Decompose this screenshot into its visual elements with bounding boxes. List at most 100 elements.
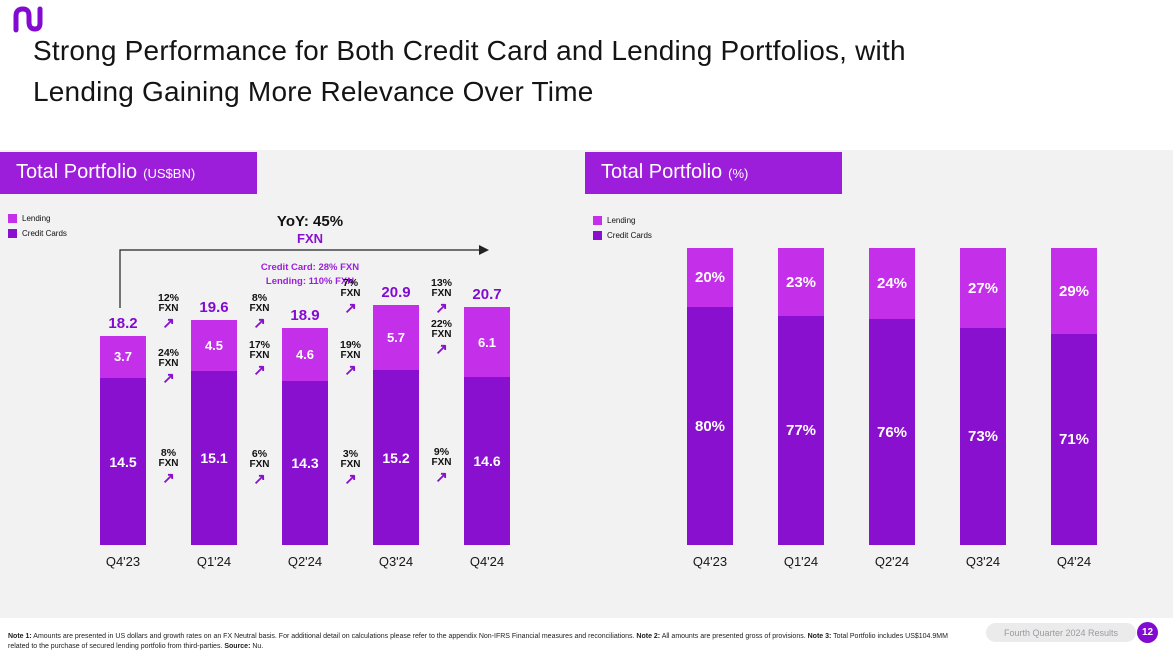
usbbn-stacked-bar-chart: YoY: 45% FXN Credit Card: 28% FXN Lendin… bbox=[75, 205, 555, 595]
nu-logo bbox=[12, 5, 44, 33]
left-legend: Lending Credit Cards bbox=[8, 214, 67, 244]
growth-arrow-icon: ↗ bbox=[253, 314, 266, 332]
yoy-fxn-label: FXN bbox=[297, 231, 323, 246]
fxn-label: FXN bbox=[431, 329, 452, 341]
lending-segment: 3.7 bbox=[100, 335, 146, 379]
growth-arrow-icon: ↗ bbox=[162, 314, 175, 332]
yoy-breakdown-credit-card: Credit Card: 28% FXN bbox=[260, 262, 360, 273]
credit-cards-segment: 14.6 bbox=[464, 377, 510, 545]
credit-cards-swatch bbox=[8, 229, 17, 238]
percent-stacked-bar-chart: 80% 20% Q4'23 77% 23% Q1'24 76% 24% Q2'24 73% 27% Q… bbox=[660, 240, 1140, 575]
growth-value: 17% bbox=[248, 338, 270, 351]
category-label: Q1'24 bbox=[783, 554, 819, 569]
left-panel-title-unit: (US$BN) bbox=[143, 166, 196, 181]
credit-cards-segment: 76% bbox=[869, 319, 915, 545]
total-growth-annotation: 7% FXN ↗ bbox=[327, 276, 375, 317]
lending-swatch bbox=[8, 214, 17, 223]
credit-cards-segment: 14.5 bbox=[100, 378, 146, 545]
left-panel-title-text: Total Portfolio bbox=[16, 161, 138, 183]
lending-growth-annotation: 24% FXN ↗ bbox=[145, 347, 193, 387]
growth-value: 9% bbox=[433, 446, 450, 459]
fxn-label: FXN bbox=[431, 287, 452, 299]
credit-cards-segment: 80% bbox=[687, 307, 733, 545]
note-label: Note 1: bbox=[8, 633, 32, 640]
legend-item-credit-cards: Credit Cards bbox=[593, 231, 652, 240]
page-number-badge: 12 bbox=[1137, 622, 1158, 643]
note-text: Total Portfolio includes US$104.9MM rela… bbox=[8, 633, 948, 650]
total-value-label: 20.7 bbox=[472, 285, 502, 303]
category-label: Q2'24 bbox=[874, 554, 910, 569]
credit-cards-segment: 14.3 bbox=[282, 380, 328, 545]
note-label: Note 3: bbox=[807, 633, 832, 640]
growth-value: 12% bbox=[157, 291, 179, 304]
credit-cards-growth-annotation: 6% FXN ↗ bbox=[236, 448, 284, 487]
lending-segment: 20% bbox=[687, 248, 733, 308]
growth-arrow-icon: ↗ bbox=[344, 361, 357, 379]
credit-cards-segment: 15.2 bbox=[373, 370, 419, 545]
growth-value: 8% bbox=[160, 446, 177, 459]
fxn-label: FXN bbox=[249, 302, 270, 314]
legend-item-lending: Lending bbox=[8, 214, 67, 223]
note-text: Nu. bbox=[250, 642, 264, 650]
growth-value: 3% bbox=[342, 447, 359, 460]
category-label: Q2'24 bbox=[287, 554, 323, 569]
slide-title-line-1: Strong Performance for Both Credit Card … bbox=[33, 35, 906, 66]
fxn-label: FXN bbox=[340, 459, 361, 471]
growth-arrow-icon: ↗ bbox=[162, 369, 175, 387]
note-text: All amounts are presented gross of provi… bbox=[660, 633, 808, 640]
growth-value: 7% bbox=[342, 276, 359, 289]
lending-growth-annotation: 17% FXN ↗ bbox=[236, 338, 284, 379]
growth-value: 19% bbox=[339, 338, 361, 351]
fxn-label: FXN bbox=[340, 349, 361, 361]
note-label: Source: bbox=[224, 642, 251, 650]
lending-segment: 6.1 bbox=[464, 306, 510, 378]
category-label: Q3'24 bbox=[378, 554, 414, 569]
lending-segment: 5.7 bbox=[373, 304, 419, 371]
yoy-breakdown: Credit Card: 28% FXN Lending: 110% FXN bbox=[210, 261, 410, 289]
credit-cards-segment: 71% bbox=[1051, 334, 1097, 545]
total-value-label: 18.2 bbox=[108, 314, 138, 332]
lending-segment: 23% bbox=[778, 248, 824, 317]
growth-arrow-icon: ↗ bbox=[253, 361, 266, 379]
total-growth-annotation: 8% FXN ↗ bbox=[236, 292, 284, 332]
total-value-label: 19.6 bbox=[199, 298, 229, 316]
lending-swatch bbox=[593, 216, 602, 225]
credit-cards-growth-annotation: 8% FXN ↗ bbox=[145, 446, 193, 486]
nu-logo-icon bbox=[13, 6, 43, 33]
right-panel-title-text: Total Portfolio bbox=[601, 161, 723, 183]
category-label: Q3'24 bbox=[965, 554, 1001, 569]
credit-cards-segment: 15.1 bbox=[191, 371, 237, 545]
right-panel-title-unit: (%) bbox=[728, 166, 749, 181]
credit-cards-segment: 73% bbox=[960, 328, 1006, 545]
legend-item-credit-cards: Credit Cards bbox=[8, 229, 67, 238]
slide-title: Strong Performance for Both Credit Card … bbox=[33, 30, 1143, 112]
credit-cards-growth-annotation: 3% FXN ↗ bbox=[327, 447, 375, 488]
category-label: Q4'23 bbox=[105, 554, 141, 569]
growth-arrow-icon: ↗ bbox=[435, 341, 448, 359]
growth-arrow-icon: ↗ bbox=[435, 469, 448, 487]
results-pill: Fourth Quarter 2024 Results bbox=[986, 623, 1136, 642]
fxn-label: FXN bbox=[431, 457, 452, 469]
lending-segment: 4.6 bbox=[282, 327, 328, 381]
total-growth-annotation: 13% FXN ↗ bbox=[418, 276, 466, 316]
legend-label-credit-cards: Credit Cards bbox=[22, 229, 67, 238]
fxn-label: FXN bbox=[158, 302, 179, 314]
growth-arrow-icon: ↗ bbox=[344, 470, 357, 488]
legend-item-lending: Lending bbox=[593, 216, 652, 225]
footer-notes: Note 1: Amounts are presented in US doll… bbox=[8, 632, 966, 652]
note-label: Note 2: bbox=[636, 633, 661, 640]
category-label: Q4'24 bbox=[1056, 554, 1092, 569]
lending-growth-annotation: 22% FXN ↗ bbox=[418, 317, 466, 359]
left-panel-title: Total Portfolio (US$BN) bbox=[0, 152, 257, 194]
yoy-growth-label: YoY: 45% bbox=[276, 213, 344, 230]
growth-value: 22% bbox=[430, 317, 452, 330]
category-label: Q4'24 bbox=[469, 554, 505, 569]
yoy-breakdown-lending: Lending: 110% FXN bbox=[265, 275, 355, 287]
total-value-label: 20.9 bbox=[381, 283, 411, 301]
growth-arrow-icon: ↗ bbox=[344, 299, 357, 317]
lending-segment: 29% bbox=[1051, 248, 1097, 335]
fxn-label: FXN bbox=[249, 459, 270, 471]
growth-value: 13% bbox=[430, 276, 452, 289]
total-growth-annotation: 12% FXN ↗ bbox=[145, 291, 193, 332]
